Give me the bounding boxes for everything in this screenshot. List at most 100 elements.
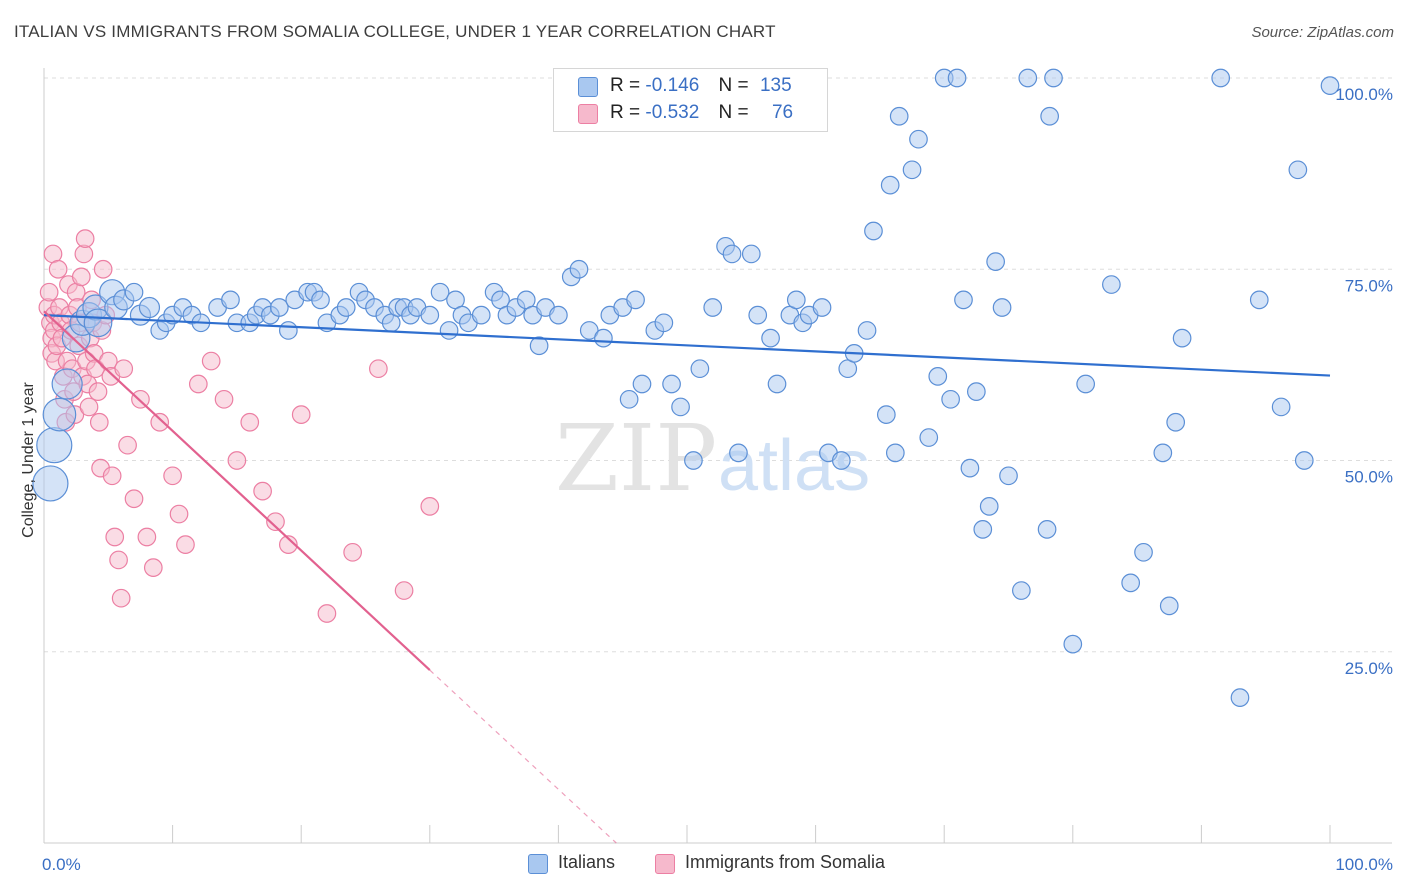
somalia-n-value: 76 [771, 102, 794, 123]
italians-point [221, 290, 240, 310]
somalia-points [38, 229, 440, 623]
italians-point [857, 321, 877, 340]
somalia-point [317, 604, 337, 623]
italians-point [902, 160, 922, 180]
italians-point [336, 298, 356, 317]
somalia-r-label: R = [610, 102, 641, 123]
italians-point [941, 389, 960, 409]
italians-point [786, 290, 806, 310]
italians-point [741, 244, 761, 264]
somalia-point [109, 550, 128, 570]
italians-point [1211, 68, 1231, 88]
italians-point [919, 428, 939, 447]
italians-point [909, 129, 928, 149]
somalia-point [278, 535, 298, 555]
y-tick-label: 25.0% [1345, 659, 1393, 678]
somalia-point [143, 558, 163, 577]
italians-legend-label: Italians [558, 852, 616, 872]
somalia-point [118, 435, 137, 455]
italians-n-value: 135 [759, 75, 792, 96]
italians-point [138, 296, 161, 319]
chart-source: Source: ZipAtlas.com [1251, 24, 1394, 41]
italians-point [880, 175, 900, 195]
italians-point [973, 519, 993, 539]
italians-point [889, 106, 909, 126]
italians-point [722, 244, 742, 264]
somalia-point [240, 412, 260, 432]
italians-point [1230, 688, 1250, 708]
somalia-point [114, 359, 134, 379]
somalia-point [71, 267, 91, 287]
somalia-point [39, 282, 59, 302]
italians-point [1288, 160, 1308, 180]
somalia-trend-line [43, 310, 431, 671]
somalia-point [227, 451, 247, 470]
italians-point [569, 259, 589, 279]
somalia-point [137, 527, 157, 547]
italians-point [954, 290, 973, 310]
x-tick-label: 100.0% [1335, 855, 1393, 874]
italians-point [579, 321, 599, 340]
italians-point [1271, 397, 1291, 417]
x-tick-label: 0.0% [42, 855, 81, 874]
italians-n-label: N = [718, 75, 749, 96]
somalia-r-value: -0.532 [645, 102, 700, 123]
italians-point [1040, 106, 1060, 126]
italians-trend-line [43, 314, 1331, 377]
italians-point [690, 359, 710, 379]
italians-point [124, 282, 144, 302]
italians-point [864, 221, 883, 241]
italians-point [83, 308, 113, 338]
somalia-legend-swatch [655, 854, 675, 874]
italians-point [876, 405, 896, 424]
trend-lines [43, 310, 1331, 844]
somalia-point [105, 527, 125, 547]
somalia-point [369, 359, 388, 379]
italians-point [671, 397, 690, 417]
somalia-point [214, 389, 234, 409]
italians-point [654, 313, 674, 333]
italians-point [703, 298, 723, 317]
italians-swatch [578, 77, 598, 97]
somalia-point [75, 229, 95, 248]
somalia-point [266, 512, 285, 532]
italians-point [761, 328, 780, 348]
y-axis-title: College, Under 1 year [20, 382, 37, 538]
italians-point [662, 374, 681, 394]
italians-point [966, 382, 986, 401]
somalia-point [102, 466, 122, 486]
somalia-point [89, 412, 109, 432]
italians-point [1320, 76, 1340, 96]
correlation-legend: R = -0.146 N = 135 R = -0.532 N = 76 [553, 68, 828, 132]
somalia-point [98, 351, 118, 371]
tick-labels: 100.0% 75.0% 50.0% 25.0% 0.0% 100.0% [42, 85, 1393, 874]
italians-point [594, 328, 613, 348]
somalia-point [201, 351, 221, 371]
italians-point [51, 368, 83, 400]
gridlines [44, 77, 1392, 653]
italians-points [32, 68, 1340, 708]
somalia-point [169, 504, 189, 524]
italians-point [1159, 596, 1179, 616]
italians-point [1012, 581, 1031, 600]
italians-point [430, 282, 450, 302]
italians-point [632, 374, 652, 394]
italians-point [439, 321, 459, 340]
italians-point [619, 389, 639, 409]
italians-point [278, 321, 298, 340]
italians-r-value: -0.146 [645, 75, 700, 96]
italians-point [986, 252, 1005, 271]
somalia-trend-extension [429, 669, 617, 844]
italians-point [1037, 519, 1057, 539]
italians-point [626, 290, 645, 310]
italians-point [1294, 451, 1314, 470]
somalia-point [291, 405, 311, 424]
y-tick-label: 100.0% [1335, 85, 1393, 104]
somalia-point [188, 374, 208, 394]
italians-legend-swatch [528, 854, 548, 874]
italians-point [420, 305, 440, 325]
y-tick-label: 75.0% [1345, 276, 1393, 295]
somalia-point [48, 259, 68, 279]
italians-point [979, 497, 999, 516]
